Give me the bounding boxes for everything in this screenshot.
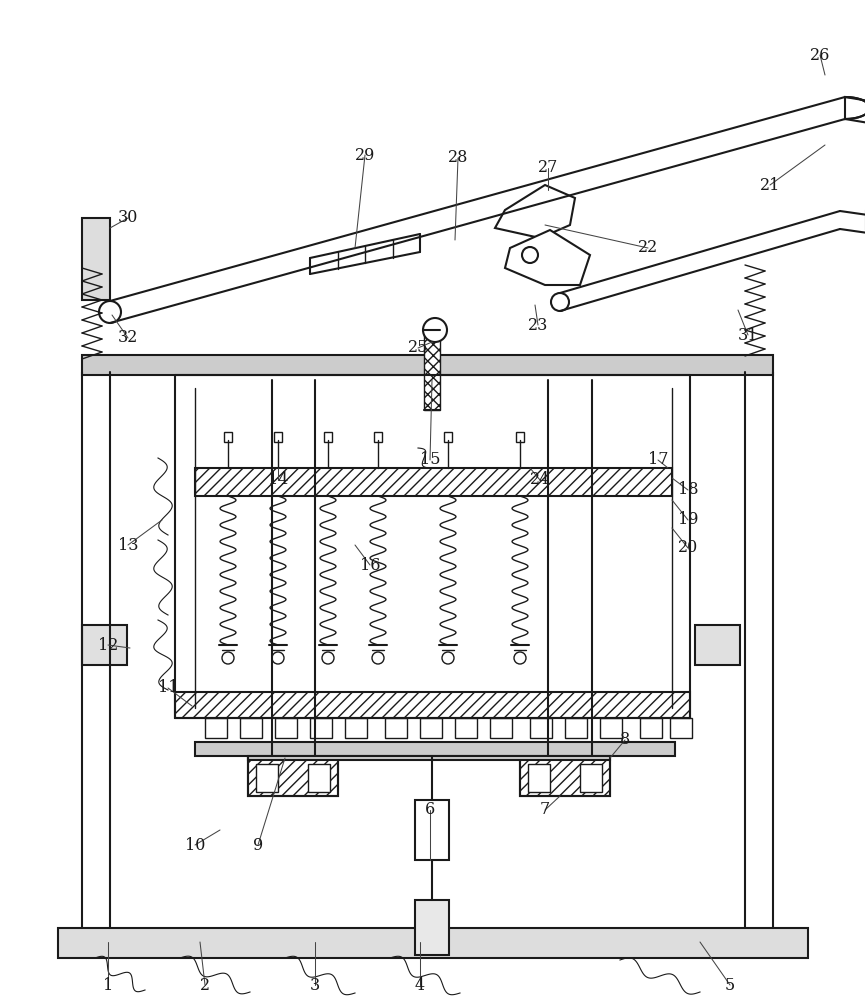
Bar [516,432,524,442]
Bar [600,718,622,738]
Circle shape [551,293,569,311]
Bar [82,218,110,300]
Bar [240,718,262,738]
Bar [248,758,338,796]
Text: 26: 26 [810,46,830,64]
Text: 27: 27 [538,159,558,176]
Bar [640,718,662,738]
Text: 15: 15 [420,452,440,468]
Text: 17: 17 [648,452,669,468]
Bar [444,432,452,442]
Text: 22: 22 [638,239,658,256]
Bar [565,718,587,738]
Bar [345,718,367,738]
Bar [520,758,610,796]
Text: 19: 19 [678,512,698,528]
Bar [374,432,382,442]
Bar [195,742,675,756]
Text: 12: 12 [98,637,119,654]
Text: 29: 29 [355,146,375,163]
Text: 14: 14 [268,472,288,488]
Circle shape [99,301,121,323]
Circle shape [372,652,384,664]
Bar [256,764,278,792]
Text: 20: 20 [678,540,698,556]
Bar [580,764,602,792]
Text: 10: 10 [185,836,205,854]
Text: 7: 7 [540,802,550,818]
Text: 16: 16 [360,556,381,574]
Bar [248,758,338,796]
Text: 25: 25 [407,340,428,357]
Text: 13: 13 [118,536,138,554]
Bar [58,928,808,958]
Text: 31: 31 [738,326,759,344]
Circle shape [222,652,234,664]
Bar [205,718,227,738]
Polygon shape [495,185,575,238]
Text: 18: 18 [678,482,698,498]
Text: 28: 28 [448,149,468,166]
Circle shape [423,318,447,342]
Text: 11: 11 [157,680,178,696]
Bar [385,718,407,738]
Circle shape [322,652,334,664]
Text: 8: 8 [620,732,630,748]
Text: 2: 2 [200,976,210,994]
Polygon shape [845,97,865,119]
Bar [248,756,610,760]
Bar [195,468,672,496]
Bar [424,330,440,410]
Bar [82,355,773,375]
Bar [275,718,297,738]
Bar [528,764,550,792]
Circle shape [522,247,538,263]
Text: 1: 1 [103,976,113,994]
Bar [324,432,332,442]
Bar [310,718,332,738]
Text: 30: 30 [118,210,138,227]
Text: 4: 4 [415,976,425,994]
Circle shape [514,652,526,664]
Bar [455,718,477,738]
Circle shape [442,652,454,664]
Bar [415,900,449,955]
Bar [308,764,330,792]
Bar [274,432,282,442]
Bar [670,718,692,738]
Text: 21: 21 [759,176,780,194]
Bar [520,758,610,796]
Text: 5: 5 [725,976,735,994]
Polygon shape [505,230,590,285]
Bar [224,432,232,442]
Text: 9: 9 [253,836,263,854]
Bar [82,625,127,665]
Bar [530,718,552,738]
Text: 23: 23 [528,316,548,334]
Text: 3: 3 [310,976,320,994]
Bar [415,800,449,860]
Bar [490,718,512,738]
Bar [695,625,740,665]
Text: 32: 32 [118,330,138,347]
Text: 6: 6 [425,802,435,818]
Bar [420,718,442,738]
Circle shape [272,652,284,664]
Bar [175,692,690,718]
Text: 24: 24 [530,472,550,488]
